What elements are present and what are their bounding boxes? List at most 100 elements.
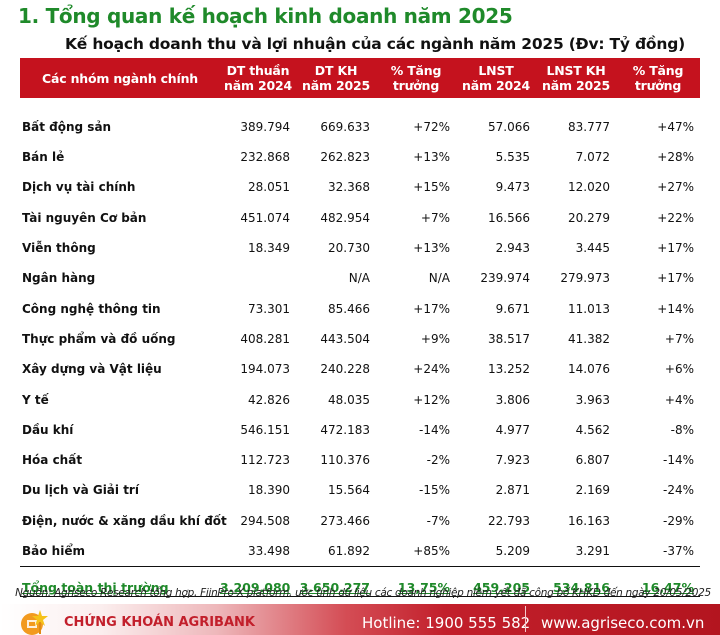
- cell-dt-kh-2025: 669.633: [320, 120, 370, 134]
- cell-lnst-growth: -29%: [662, 513, 694, 528]
- cell-lnst-2024: 9.473: [495, 180, 530, 195]
- industry-name: Công nghệ thông tin: [22, 301, 161, 316]
- total-row: Tổng toàn thị trường 3.209.080 3.650.277 13…: [20, 566, 700, 597]
- cell-dt-kh-2025: 20.730: [328, 241, 370, 256]
- hotline: Hotline: 1900 555 582: [362, 614, 531, 632]
- cell-lnst-growth: -24%: [662, 483, 694, 498]
- cell-lnst-2024: 5.535: [495, 150, 530, 165]
- industry-name: Xây dựng và Vật liệu: [22, 362, 162, 377]
- cell-dt-kh-2025: 472.183: [320, 422, 370, 437]
- cell-dt-kh-2025: 61.892: [296, 535, 376, 567]
- website-link[interactable]: www.agriseco.com.vn: [541, 614, 705, 632]
- industry-name: Du lịch và Giải trí: [22, 483, 139, 498]
- cell-dt-growth: +9%: [420, 331, 450, 346]
- cell-lnst-growth: -8%: [670, 422, 694, 437]
- cell-dt-2024: [220, 263, 296, 293]
- cell-dt-kh-2025: 482.954: [320, 210, 370, 225]
- cell-lnst-growth: +22%: [657, 210, 694, 225]
- cell-dt-kh-2025: 48.035: [328, 392, 370, 407]
- column-header-lnst-growth: % Tăng trưởng: [632, 63, 684, 93]
- cell-lnst-2024: 16.566: [488, 210, 530, 225]
- cell-lnst-kh-2025: 3.291: [536, 535, 616, 567]
- total-lnst-kh-2025: 534.816: [536, 566, 616, 597]
- cell-dt-growth: +15%: [413, 180, 450, 195]
- column-header-dt-growth: % Tăng trưởng: [390, 63, 442, 93]
- industry-name: Hóa chất: [22, 453, 83, 468]
- section-title: 1. Tổng quan kế hoạch kinh doanh năm 202…: [18, 4, 513, 28]
- column-header-industry: Các nhóm ngành chính: [42, 70, 198, 86]
- industry-name: Bảo hiểm: [20, 535, 220, 567]
- column-header-dt-kh-2025: DT KH năm 2025: [302, 63, 370, 93]
- cell-dt-growth: +24%: [413, 362, 450, 377]
- table-row: Bán lẻ 232.868 262.823 +13% 5.535 7.072 +28%: [20, 142, 700, 172]
- cell-lnst-kh-2025: 3.445: [575, 241, 610, 256]
- cell-dt-kh-2025: 85.466: [328, 301, 370, 316]
- industry-name: Y tế: [22, 392, 49, 407]
- cell-lnst-kh-2025: 14.076: [568, 362, 610, 377]
- cell-lnst-growth: -14%: [662, 453, 694, 468]
- cell-lnst-kh-2025: 7.072: [575, 150, 610, 165]
- cell-dt-2024: 546.151: [240, 422, 290, 437]
- cell-dt-growth: -7%: [426, 513, 450, 528]
- cell-dt-kh-2025: 262.823: [320, 150, 370, 165]
- total-dt-growth: 13,75%: [376, 566, 456, 597]
- cell-dt-2024: 73.301: [248, 301, 290, 316]
- cell-lnst-kh-2025: 279.973: [560, 271, 610, 286]
- cell-lnst-2024: 7.923: [495, 453, 530, 468]
- cell-lnst-2024: 9.671: [495, 301, 530, 316]
- cell-lnst-kh-2025: 41.382: [568, 331, 610, 346]
- cell-lnst-growth: +4%: [664, 392, 694, 407]
- table-row: Bất động sản 389.794 669.633 +72% 57.066 83.7…: [20, 98, 700, 142]
- table-row: Công nghệ thông tin 73.301 85.466 +17% 9.671…: [20, 293, 700, 323]
- cell-lnst-2024: 2.943: [495, 241, 530, 256]
- cell-dt-growth: +12%: [413, 392, 450, 407]
- cell-dt-2024: 389.794: [240, 120, 290, 134]
- cell-lnst-2024: 4.977: [495, 422, 530, 437]
- cell-lnst-growth: +6%: [664, 362, 694, 377]
- cell-dt-kh-2025: 240.228: [320, 362, 370, 377]
- industry-plan-table: Các nhóm ngành chính DT thuần năm 2024 DT…: [20, 58, 700, 597]
- industry-name: Bán lẻ: [22, 150, 65, 165]
- cell-lnst-kh-2025: 20.279: [568, 210, 610, 225]
- cell-lnst-kh-2025: 6.807: [575, 453, 610, 468]
- brand-name: CHỨNG KHOÁN AGRIBANK: [64, 615, 255, 630]
- cell-lnst-2024: 38.517: [488, 331, 530, 346]
- cell-dt-2024: 112.723: [240, 453, 290, 468]
- cell-lnst-kh-2025: 3.963: [575, 392, 610, 407]
- cell-dt-growth: -14%: [418, 422, 450, 437]
- table-row: Viễn thông 18.349 20.730 +13% 2.943 3.445 +17%: [20, 233, 700, 263]
- cell-lnst-growth: +17%: [657, 271, 694, 286]
- table-row: Bảo hiểm 33.498 61.892 +85% 5.209 3.291 -37%: [20, 535, 700, 567]
- table-row: Tài nguyên Cơ bản 451.074 482.954 +7% 16.566…: [20, 203, 700, 233]
- footer-banner: CHỨNG KHOÁN AGRIBANK Hotline: 1900 555 5…: [0, 604, 720, 635]
- total-dt-kh-2025: 3.650.277: [296, 566, 376, 597]
- cell-lnst-growth: -37%: [616, 535, 700, 567]
- cell-dt-kh-2025: 15.564: [328, 483, 370, 498]
- total-lnst-growth: 16,47%: [616, 566, 700, 597]
- column-header-lnst-2024: LNST năm 2024: [462, 63, 530, 93]
- total-dt-2024: 3.209.080: [220, 566, 296, 597]
- cell-lnst-growth: +14%: [657, 301, 694, 316]
- total-lnst-2024: 459.205: [456, 566, 536, 597]
- cell-lnst-kh-2025: 83.777: [568, 120, 610, 134]
- cell-dt-2024: 18.349: [248, 241, 290, 256]
- table-row: Hóa chất 112.723 110.376 -2% 7.923 6.807 -14%: [20, 445, 700, 475]
- industry-name: Dịch vụ tài chính: [22, 180, 136, 195]
- table-title: Kế hoạch doanh thu và lợi nhuận của các …: [65, 35, 685, 53]
- table-row: Điện, nước & xăng dầu khí đốt 294.508 273.…: [20, 506, 700, 536]
- industry-name: Ngân hàng: [22, 271, 96, 286]
- table-row: Dầu khí 546.151 472.183 -14% 4.977 4.562 -8%: [20, 415, 700, 445]
- column-header-lnst-kh-2025: LNST KH năm 2025: [542, 63, 610, 93]
- total-label: Tổng toàn thị trường: [20, 566, 220, 597]
- cell-lnst-2024: 239.974: [480, 271, 530, 286]
- table-header-row: Các nhóm ngành chính DT thuần năm 2024 DT…: [20, 58, 700, 98]
- industry-name: Điện, nước & xăng dầu khí đốt: [22, 513, 227, 528]
- table-row: Ngân hàng N/A N/A 239.974 279.973 +17%: [20, 263, 700, 293]
- column-header-dt-2024: DT thuần năm 2024: [224, 63, 292, 93]
- table-row: Xây dựng và Vật liệu 194.073 240.228 +24% 13…: [20, 354, 700, 384]
- cell-dt-2024: 194.073: [240, 362, 290, 377]
- source-note: Nguồn: Agriseco Research tổng hợp, FiinP…: [15, 587, 711, 599]
- cell-lnst-kh-2025: 11.013: [568, 301, 610, 316]
- cell-dt-2024: 28.051: [248, 180, 290, 195]
- cell-dt-growth: +7%: [420, 210, 450, 225]
